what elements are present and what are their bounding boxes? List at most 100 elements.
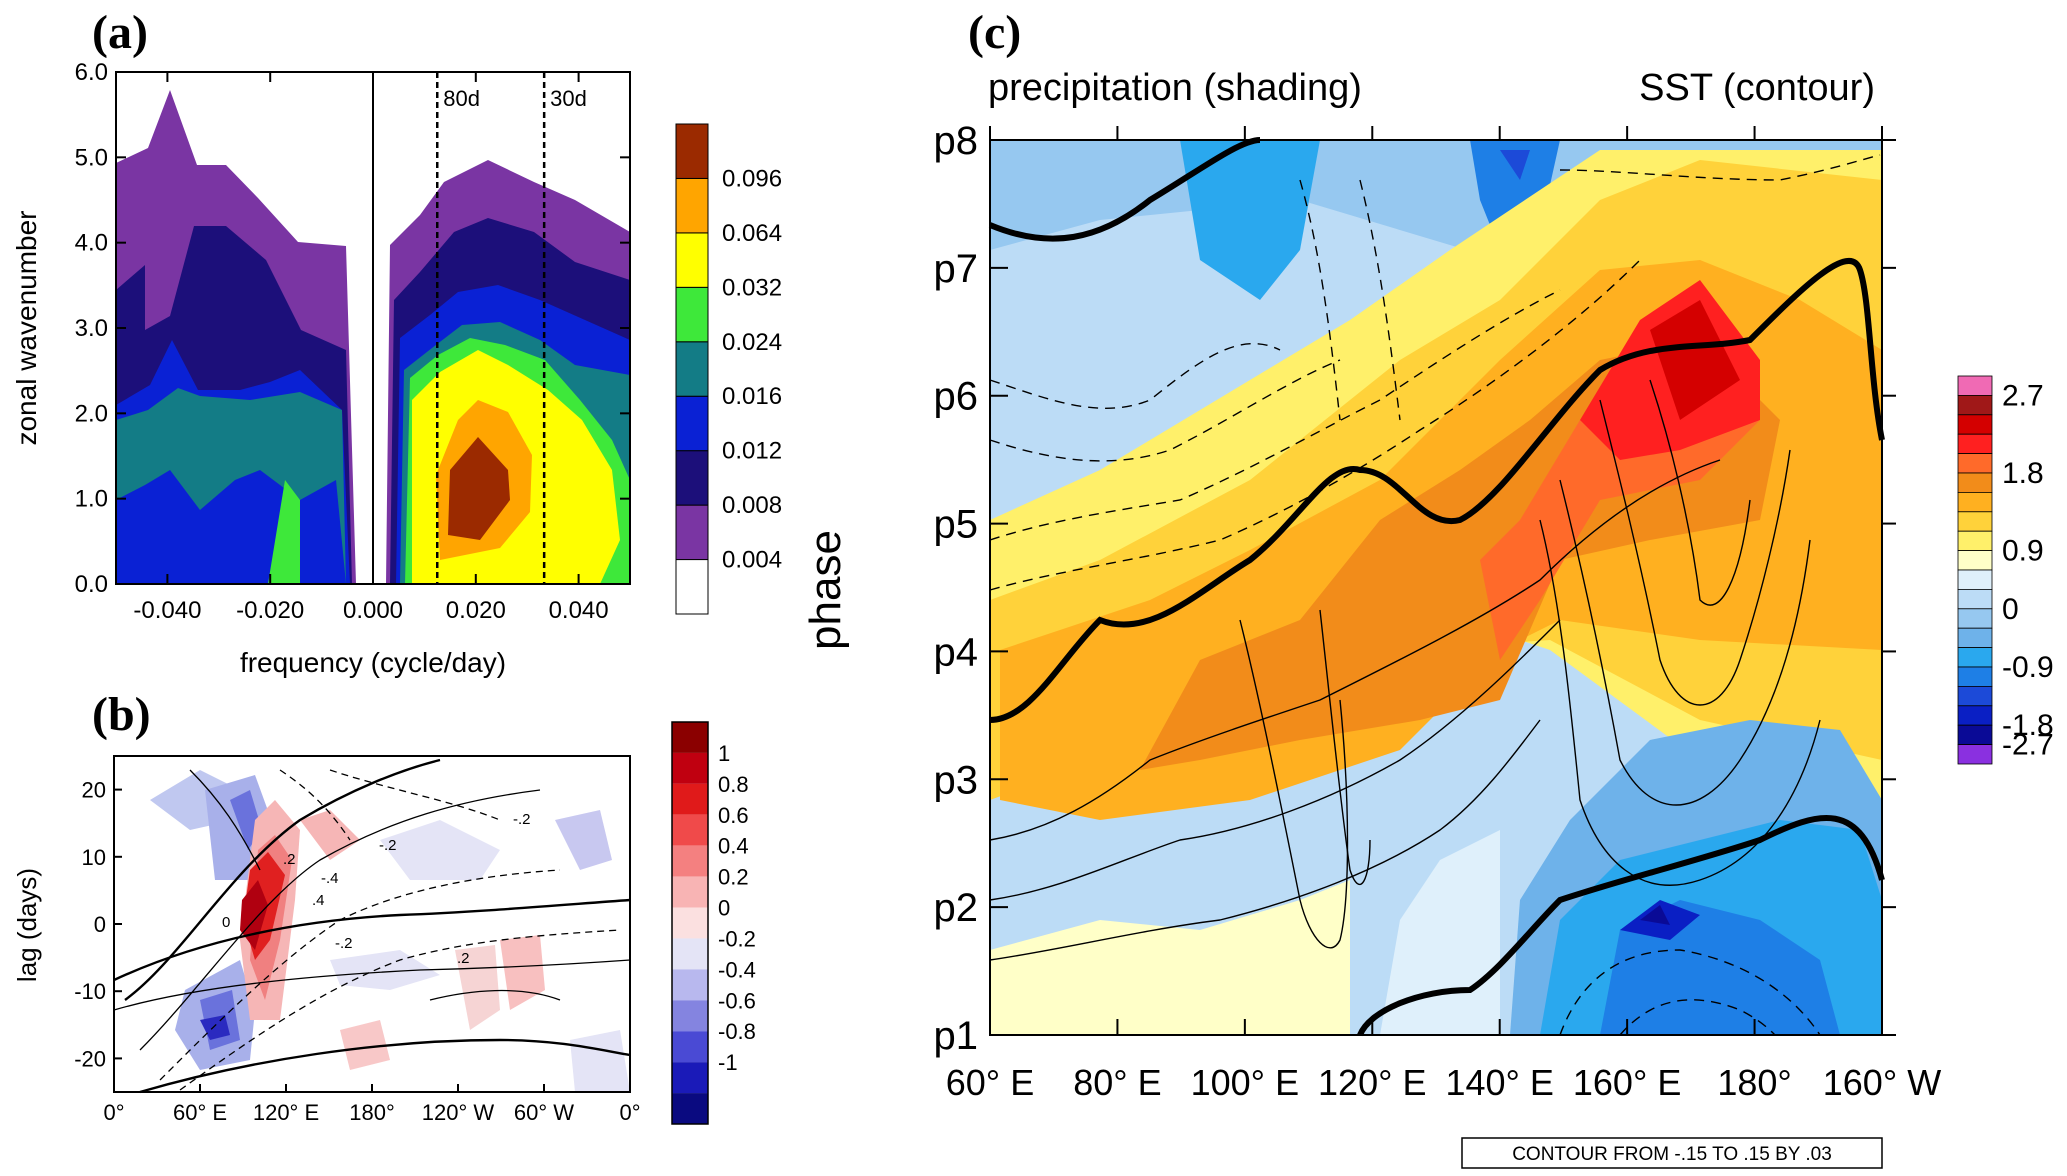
panel-a-x-tick-label: 0.040 xyxy=(549,597,609,624)
panel-c-x-tick-label: 120° E xyxy=(1318,1062,1426,1103)
panel-a-colorbar-label: 0.096 xyxy=(722,165,782,192)
panel-c-colorbar-box xyxy=(1957,511,1993,532)
panel-c-y-tick-label: p1 xyxy=(934,1014,979,1058)
panel-a-colorbar-label: 0.024 xyxy=(722,329,782,356)
panel-b-contour-label: -.4 xyxy=(321,870,339,887)
panel-a-y-tick-label: 5.0 xyxy=(75,144,108,171)
panel-c-colorbar-box xyxy=(1957,472,1993,493)
panel-b-contour-label: -.2 xyxy=(379,837,397,854)
panel-c-y-tick-label: p5 xyxy=(934,503,979,547)
panel-a-colorbar-box xyxy=(675,559,709,615)
panel-a-y-tick-label: 4.0 xyxy=(75,230,108,257)
panel-b-colorbar-box xyxy=(672,1093,708,1124)
panel-b-y-tick-label: 10 xyxy=(82,845,106,870)
panel-a: (a) 80d 30d -0.040 -0.020 0.000 0.0 xyxy=(11,6,782,678)
panel-b-contour-label: 0 xyxy=(222,914,230,931)
panel-b-y-tick-label: -10 xyxy=(74,979,106,1004)
panel-a-x-tick-label: -0.020 xyxy=(236,597,304,624)
panel-c-footer-text: CONTOUR FROM -.15 TO .15 BY .03 xyxy=(1512,1144,1832,1165)
panel-a-colorbar-box xyxy=(675,177,709,234)
panel-a-colorbar-label: 0.016 xyxy=(722,383,782,410)
panel-b-colorbar-label: 0 xyxy=(718,896,730,921)
panel-c-y-tick-label: p6 xyxy=(934,375,979,419)
panel-c-y-ticks: p1 p2 p3 p4 p5 p6 p7 p8 xyxy=(934,119,1896,1058)
panel-a-colorbar-box xyxy=(675,504,709,561)
panel-c-colorbar-box xyxy=(1957,375,1993,396)
panel-b-colorbar-box xyxy=(672,722,708,753)
panel-a-x-tick-label: -0.040 xyxy=(133,597,201,624)
panel-c-y-tick-label: p2 xyxy=(934,886,979,930)
panel-a-colorbar-box xyxy=(675,395,709,452)
panel-a-label: (a) xyxy=(92,6,148,59)
panel-c-x-ticks: 60° E 80° E 100° E 120° E 140° E 160° E 180° 16… xyxy=(946,126,1941,1103)
panel-b-label: (b) xyxy=(92,688,151,741)
panel-a-colorbar-label: 0.012 xyxy=(722,438,782,465)
panel-a-y-tick-label: 1.0 xyxy=(75,486,108,513)
panel-b-x-tick-label: 180° xyxy=(349,1100,395,1125)
panel-b-colorbar-box xyxy=(672,969,708,1001)
panel-c-label: (c) xyxy=(968,6,1021,59)
panel-c-colorbar-box xyxy=(1957,530,1993,552)
panel-c-sst-contours xyxy=(988,137,1885,1037)
panel-c-top-right-label: SST (contour) xyxy=(1639,67,1875,109)
panel-b-y-ticks: -20 -10 0 10 20 xyxy=(74,778,122,1071)
panel-b: (b) xyxy=(12,688,756,1125)
panel-c-colorbar-box xyxy=(1957,608,1993,629)
panel-b-colorbar-box xyxy=(672,1062,708,1094)
panel-a-colorbar-box xyxy=(675,286,709,343)
panel-c-colorbar-box xyxy=(1957,647,1993,668)
panel-a-colorbar-box xyxy=(675,123,709,179)
panel-b-contour-labels: 0 .2 -.2 .4 -.4 .2 -.2 -.2 xyxy=(222,811,531,967)
panel-b-contour-label: -.2 xyxy=(335,935,353,952)
panel-b-colorbar-label: -1 xyxy=(718,1050,738,1075)
panel-a-y-axis-label: zonal wavenumber xyxy=(11,210,42,445)
panel-a-colorbar-label: 0.064 xyxy=(722,220,782,247)
panel-c-colorbar-label: -1.8 xyxy=(2002,709,2054,742)
panel-c-top-left-label: precipitation (shading) xyxy=(988,67,1362,109)
panel-b-colorbar-label: 0.6 xyxy=(718,803,749,828)
panel-c-x-tick-label: 80° E xyxy=(1073,1062,1161,1103)
panel-c: (c) precipitation (shading) SST (contour… xyxy=(801,6,2054,1169)
panel-c-colorbar-box xyxy=(1957,686,1993,707)
panel-b-x-tick-label: 0° xyxy=(103,1100,124,1125)
panel-a-y-ticks: 0.0 1.0 2.0 3.0 4.0 5.0 6.0 xyxy=(75,59,630,598)
panel-c-colorbar-label: 1.8 xyxy=(2002,457,2044,490)
panel-c-colorbar-box xyxy=(1957,550,1993,571)
panel-c-colorbar-label: -2.7 xyxy=(2002,729,2054,762)
panel-b-contour-label: .4 xyxy=(312,892,325,909)
panel-b-colorbar-label: -0.8 xyxy=(718,1019,756,1044)
panel-c-y-tick-label: p8 xyxy=(934,119,979,163)
panel-c-y-tick-label: p7 xyxy=(934,247,979,291)
panel-c-colorbar-label: 0 xyxy=(2002,593,2019,626)
panel-c-x-tick-label: 140° E xyxy=(1445,1062,1553,1103)
panel-b-contour-label: .2 xyxy=(457,950,470,967)
panel-c-x-tick-label: 160° E xyxy=(1573,1062,1681,1103)
panel-b-colorbar-label: 0.2 xyxy=(718,865,749,890)
panel-a-y-tick-label: 0.0 xyxy=(75,571,108,598)
panel-b-colorbar-box xyxy=(672,752,708,784)
panel-b-colorbar-box xyxy=(672,783,708,815)
panel-b-colorbar-box xyxy=(672,1031,708,1063)
panel-a-x-tick-label: 0.000 xyxy=(343,597,403,624)
panel-a-colorbar-label: 0.004 xyxy=(722,547,782,574)
panel-b-contour-lines xyxy=(113,758,631,1094)
panel-c-colorbar: 2.7 1.8 0.9 0 -0.9 -1.8-2.7 xyxy=(1957,375,2054,765)
panel-b-x-tick-label: 60° W xyxy=(514,1100,574,1125)
panel-b-colorbar-label: 0.4 xyxy=(718,834,749,859)
panel-b-x-tick-label: 120° W xyxy=(422,1100,495,1125)
panel-c-y-axis-label: phase xyxy=(801,530,850,650)
panel-b-y-tick-label: 20 xyxy=(82,778,106,803)
panel-c-colorbar-box xyxy=(1957,724,1993,746)
panel-c-colorbar-box xyxy=(1957,666,1993,687)
panel-b-colorbar-label: -0.2 xyxy=(718,926,756,951)
panel-c-shading xyxy=(990,140,1882,1035)
panel-a-colorbar-label: 0.008 xyxy=(722,492,782,519)
panel-c-colorbar-label: -0.9 xyxy=(2002,651,2054,684)
panel-c-frame xyxy=(989,139,1883,1036)
panel-b-x-tick-label: 120° E xyxy=(253,1100,319,1125)
panel-b-colorbar-label: -0.4 xyxy=(718,957,756,982)
panel-c-y-tick-label: p4 xyxy=(934,630,979,674)
panel-a-x-ticks: -0.040 -0.020 0.000 0.020 0.040 xyxy=(133,72,609,624)
panel-b-shading xyxy=(114,756,630,1092)
